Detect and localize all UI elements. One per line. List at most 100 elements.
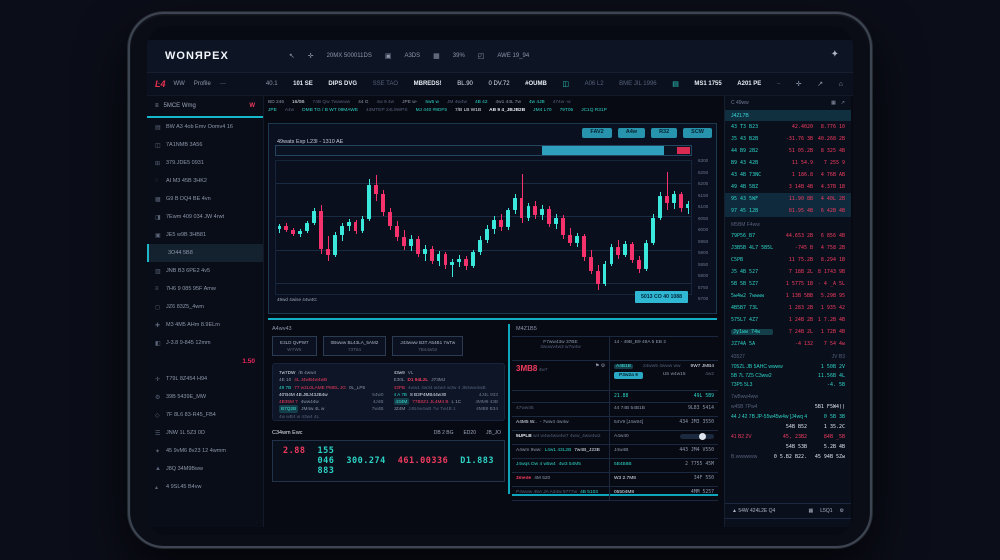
subbar-item[interactable]: ↗ xyxy=(817,81,824,88)
subbar-item[interactable]: ◫ xyxy=(562,81,569,88)
orderbook-row[interactable]: 5w4w2 7wwww 1 13B 5BB 5.29B 95 xyxy=(725,290,851,302)
sidebar-item[interactable]: ◫ 7A1NMB 3A56 xyxy=(147,136,263,154)
sidebar-item[interactable]: ⊞ 379.JDE5 0931 xyxy=(147,154,263,172)
sidebar-item[interactable]: ▲ J8Q 34M9Bww xyxy=(147,460,263,478)
flag-icon[interactable]: ⚑ xyxy=(595,364,600,369)
header-menu-item[interactable]: A3DS xyxy=(404,53,421,59)
sidebar-item[interactable]: ✚ M3 4M5 AHm 8.9ELm xyxy=(147,316,263,334)
sidebar-item[interactable]: ▴ 4 9SL45 B4vw xyxy=(147,478,263,496)
sidebar-item[interactable]: ◨ 7Ewm 409 034 JW 4rwt xyxy=(147,208,263,226)
subbar-item[interactable]: #OUMB xyxy=(525,81,547,87)
sidebar-item[interactable]: ≡ 7H6 9 085 95F Amw xyxy=(147,280,263,298)
orderbook-row[interactable]: 575L7 4Z7 1 24B 2B 1 7.2B 4B xyxy=(725,314,851,326)
balance-row[interactable]: 705ZL JB 5AHC wwww 1 50B 2V xyxy=(725,362,851,371)
timeframe-button[interactable]: R32 xyxy=(651,128,678,138)
balance-row[interactable]: 73P5 5L3 -4. 5B xyxy=(725,380,851,389)
leverage-slider[interactable] xyxy=(680,433,714,440)
menu-icon[interactable]: ≡ xyxy=(155,103,159,109)
subbar-item[interactable]: SSE TAO xyxy=(372,81,399,87)
subbar-item[interactable]: BME JIL 1996 xyxy=(619,81,657,87)
ticker-item[interactable]: 5w5 w xyxy=(425,100,439,105)
orderbook-row[interactable]: B9 43 42B 11 54.9 7 255 9 xyxy=(725,157,851,169)
ticker-item[interactable]: 16/0B xyxy=(292,100,305,105)
range-handle[interactable] xyxy=(677,147,690,154)
sidebar-item[interactable]: ◇ 7F 8L6 83-R45_FB4 xyxy=(147,406,263,424)
sidebar-item[interactable]: 1.50 xyxy=(147,352,263,370)
ticker-item[interactable]: JPE w- xyxy=(402,100,418,105)
order-type-card[interactable]: E3LD QvPW7 WYW5 xyxy=(272,336,317,356)
gear-icon[interactable]: ⚙ xyxy=(839,508,844,514)
ticker-item[interactable]: JM 4w4w xyxy=(446,100,467,105)
subbar-item[interactable]: DIPS DVG xyxy=(328,81,358,87)
calculator-icon[interactable]: ▦ xyxy=(808,508,814,514)
orderbook-row[interactable]: JZ74A 5A -4 132 7 54 4w xyxy=(725,338,851,350)
ticker-item[interactable]: 79T05 xyxy=(559,108,574,113)
order-type-card[interactable]: 0Bwww BL43LA_5AM2 73T54 xyxy=(322,336,387,356)
subbar-item[interactable]: 101 SE xyxy=(293,81,313,87)
orderbook-row[interactable]: J5 4B 527 7 18B 2L 8 1743 9B xyxy=(725,266,851,278)
orderbook-row[interactable]: 49 4B 5BZ 3 14B 4B 4.37B 1B xyxy=(725,181,851,193)
slider-handle[interactable] xyxy=(699,433,706,440)
sidebar-item[interactable]: ▣ JE5 w9B 3HB81 xyxy=(147,226,263,244)
ticker-item[interactable]: JPE xyxy=(268,108,277,113)
sidebar-item[interactable]: 3O44 5B8 xyxy=(147,244,263,262)
balance-row[interactable]: 5B 7L 7Z5 C3ww2 11.56B 4L xyxy=(725,371,851,380)
ticker-item[interactable]: 4w1 44L 7w xyxy=(495,100,521,105)
orderbook-row[interactable]: 43 T3 B23 42.4020 8.776 10 xyxy=(725,121,851,133)
ticker-item[interactable]: DMB TG / B WT 09MAWE xyxy=(302,108,359,113)
place-order-button[interactable]: P3w2a 9 xyxy=(614,372,643,379)
sidebar-item[interactable]: ◌ AI M3 45B 3HK2 xyxy=(147,172,263,190)
gear-icon[interactable]: ⚙ xyxy=(600,364,605,369)
ticker-item[interactable]: 4w 4JB xyxy=(528,100,545,105)
header-menu-item[interactable]: ▦ xyxy=(433,53,440,60)
sidebar-item[interactable]: ▤ BW A3 4ob Emv Oomv4 16 xyxy=(147,118,263,136)
ticker-item[interactable]: 4B 42 xyxy=(474,100,488,105)
pair-chip[interactable]: A4B1B xyxy=(614,364,633,369)
header-menu-item[interactable]: 20MX 500011DS xyxy=(326,53,372,59)
orderbook-row[interactable]: 97 45 12B 81.95 4B 6 42B 4B xyxy=(725,205,851,217)
sidebar-item[interactable]: ◻ JZ6 83Z5_4wm xyxy=(147,298,263,316)
subbar-item[interactable]: WW xyxy=(173,81,185,87)
header-menu-item[interactable]: ◰ xyxy=(477,53,485,60)
subbar-item[interactable]: ✛ xyxy=(795,81,802,88)
orderbook-row[interactable]: C5PB 11 75.2B 8.294 1B xyxy=(725,254,851,266)
ticker-item[interactable]: AB 9 4_JBJB2B xyxy=(489,108,526,113)
ticker-item[interactable]: JC1Q R31P xyxy=(581,108,607,113)
ticker-item[interactable]: JM4 L70 xyxy=(533,108,552,113)
header-menu-item[interactable]: ▣ xyxy=(384,53,392,60)
subbar-item[interactable]: A06 L2 xyxy=(584,81,604,87)
orderbook-row[interactable]: 79P56_B7 44.653 2B 6 856 4B xyxy=(725,230,851,242)
grid-icon[interactable]: ▦ xyxy=(831,100,836,106)
orderbook-row[interactable]: J5 43 B2B -31.76 3B 40.268 2B xyxy=(725,133,851,145)
ticker-item[interactable]: 4w 9 4w xyxy=(376,100,395,105)
summary-link[interactable]: ED20 xyxy=(463,430,476,436)
subbar-item[interactable]: Profile xyxy=(193,81,211,87)
orderbook-row[interactable]: Jy1ww 74w 7 24B 2L 1 72B 4B xyxy=(725,326,851,338)
orderbook-row[interactable]: 5B 5B 5Z7 1 5775 1B - 4 _A 5L xyxy=(725,278,851,290)
subbar-item[interactable]: MS1 1755 xyxy=(694,81,722,87)
sidebar-item[interactable]: ⚙ 39B 5439E_MW xyxy=(147,388,263,406)
orderbook-row[interactable]: 4B5B7 73L 1 283 2B 1 935 42 xyxy=(725,302,851,314)
orderbook-section-tab[interactable]: J4ZL7B xyxy=(725,110,851,121)
orderbook-row[interactable]: 44 B9 2B2 51 05.2B 8 325 4B xyxy=(725,145,851,157)
sidebar-item[interactable]: ✦ 45 9vM6 8v23 12 4wmm xyxy=(147,442,263,460)
ticker-item[interactable]: 474w -w xyxy=(552,100,571,105)
sidebar-item[interactable]: ▦ G9 B DQ4 BE 4vn xyxy=(147,190,263,208)
ticker-item[interactable]: 7/B LB W1B xyxy=(455,108,482,113)
subbar-item[interactable]: – xyxy=(776,81,781,87)
ticker-item[interactable]: 43MTEP 24L9WPS xyxy=(366,108,408,113)
ticker-item[interactable]: 44 G xyxy=(358,100,369,105)
sidebar-item[interactable]: ☰ JNW 1L 5Z3 0D xyxy=(147,424,263,442)
header-menu-item[interactable]: 39% xyxy=(452,53,465,59)
orderbook-row[interactable]: 95 43 5WF 11.90 8B 4 40L 2B xyxy=(725,193,851,205)
ticker-item[interactable]: MJ 440 #9DF5 xyxy=(415,108,448,113)
orderbook-row[interactable]: J3B5B 4L7 5B5L -745 B 4 758 2B xyxy=(725,242,851,254)
subbar-item[interactable]: A201 PE xyxy=(737,81,762,87)
timeframe-button[interactable]: FAV2 xyxy=(582,128,612,138)
range-selection[interactable] xyxy=(541,146,665,155)
ticker-item[interactable]: A4w xyxy=(284,108,295,113)
range-selector-bar[interactable] xyxy=(275,145,692,156)
summary-link[interactable]: DB 2 BG xyxy=(433,430,454,436)
balances-link[interactable]: JV B3 xyxy=(831,354,845,360)
footer-label[interactable]: ▲ 54W 424L2E Q4 xyxy=(732,508,776,514)
